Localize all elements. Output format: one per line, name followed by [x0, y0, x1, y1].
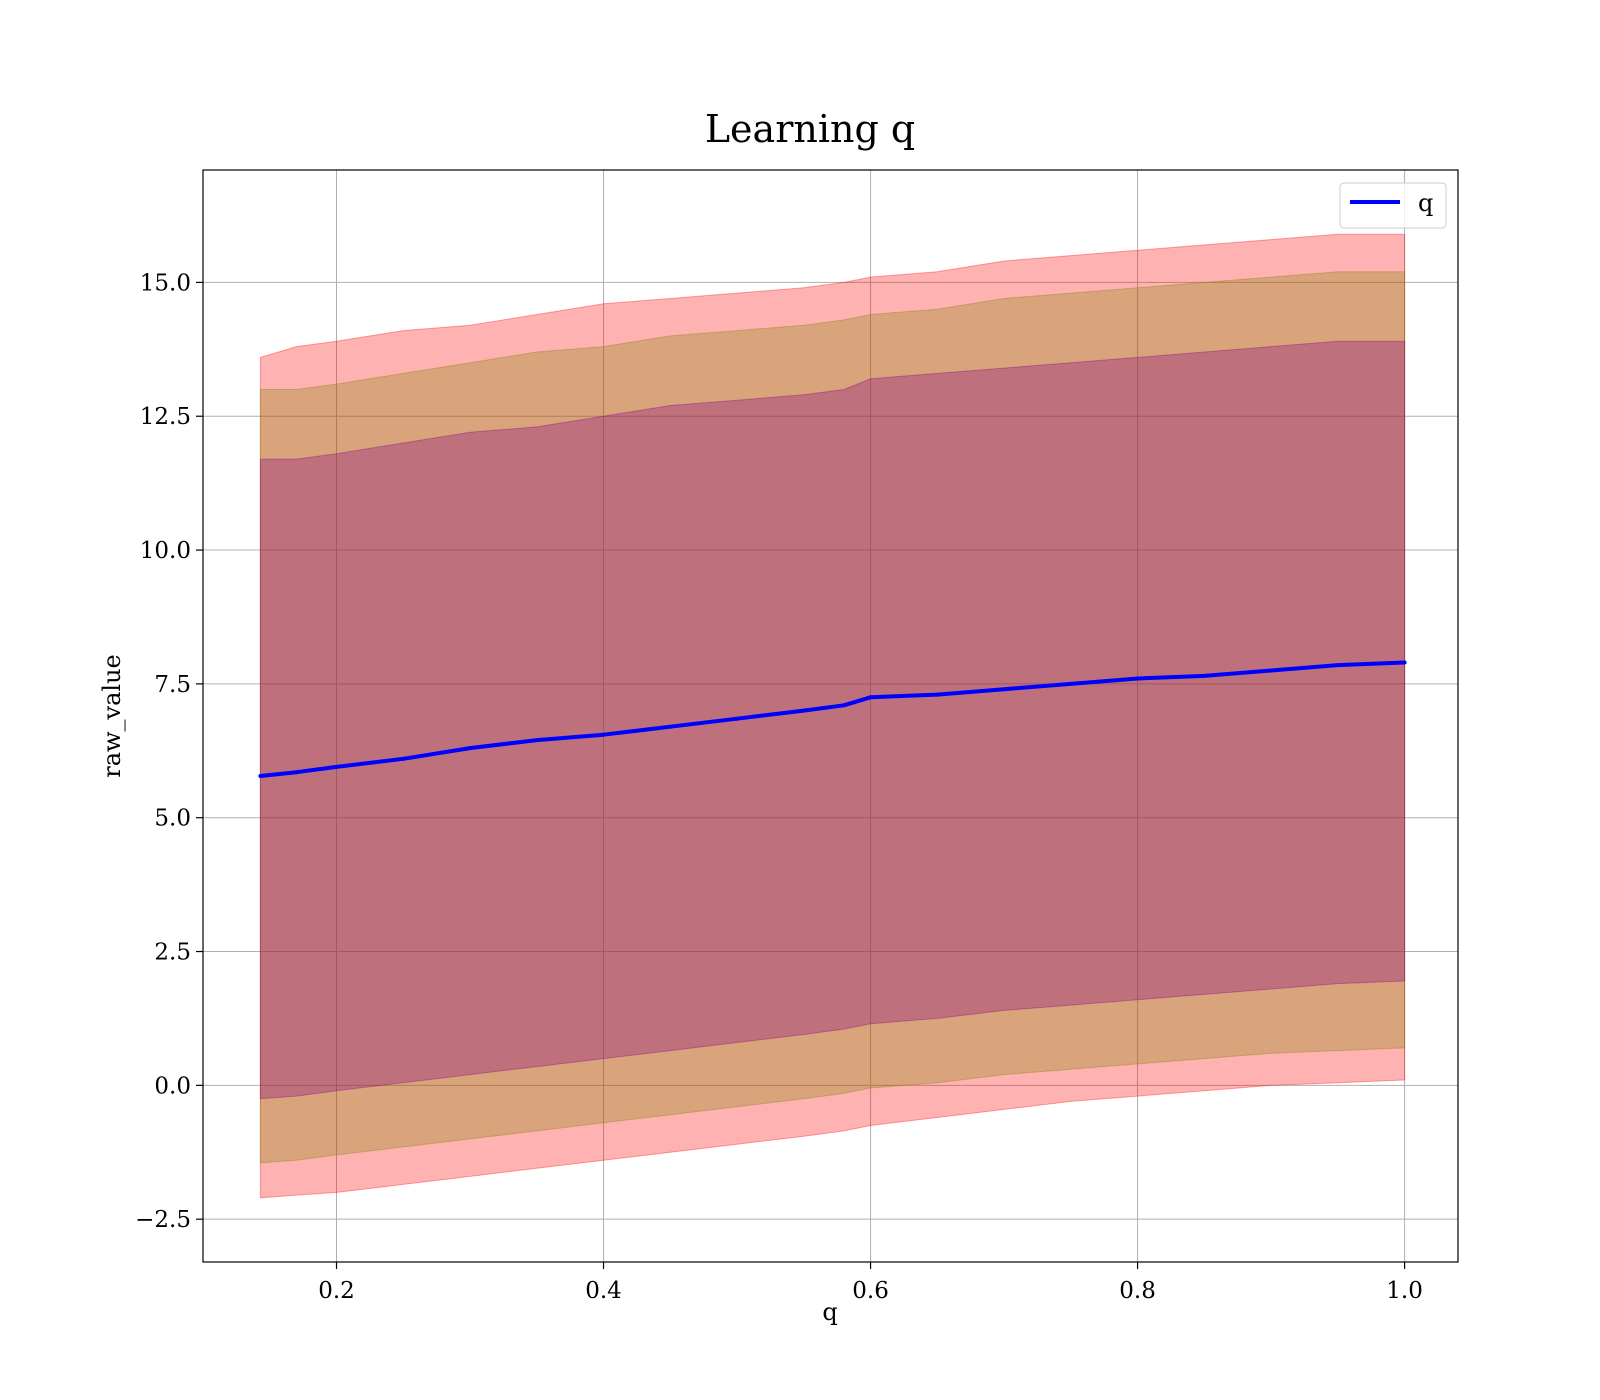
- y-tick-label: 15.0: [140, 270, 191, 296]
- y-axis-ticks: −2.5 0.0 2.5 5.0 7.5 10.0 12.5 15.0: [135, 270, 203, 1233]
- plot-area: [202, 169, 1459, 1263]
- y-tick-label: 0.0: [154, 1073, 191, 1099]
- legend-label: q: [1418, 189, 1433, 217]
- data-point: [1068, 681, 1073, 686]
- x-tick-label: 0.4: [585, 1278, 622, 1304]
- y-tick-label: 7.5: [154, 672, 191, 698]
- x-tick-label: 0.6: [852, 1278, 889, 1304]
- x-axis-label: q: [822, 1298, 837, 1326]
- y-tick-label: 12.5: [140, 404, 191, 430]
- chart-title: Learning q: [705, 107, 915, 151]
- data-point: [735, 716, 739, 721]
- data-point: [258, 774, 263, 778]
- data-point: [1202, 673, 1207, 678]
- line-layer: [258, 660, 1407, 778]
- data-point: [1269, 668, 1274, 673]
- data-point: [534, 738, 539, 743]
- y-tick-label: 2.5: [154, 940, 191, 966]
- data-point: [668, 724, 673, 729]
- data-point: [1335, 663, 1340, 668]
- data-point: [935, 692, 940, 697]
- data-point: [334, 764, 339, 769]
- y-tick-label: −2.5: [135, 1207, 191, 1233]
- data-point: [601, 732, 606, 737]
- axes-frame: [202, 169, 1459, 1263]
- data-point: [1135, 676, 1140, 681]
- x-tick-label: 0.2: [318, 1278, 355, 1304]
- y-axis-label: raw_value: [98, 654, 126, 778]
- y-tick-label: 10.0: [140, 538, 191, 564]
- confidence-band-3: [259, 340, 1406, 1100]
- legend-box: [1339, 182, 1447, 229]
- confidence-band-2: [259, 271, 1406, 1164]
- band-layer: [259, 233, 1406, 1199]
- series-line-q: [260, 660, 1405, 778]
- data-point: [841, 703, 846, 708]
- data-point: [801, 708, 806, 713]
- confidence-band-1: [259, 233, 1406, 1199]
- y-tick-label: 5.0: [154, 806, 191, 832]
- data-point: [1002, 687, 1007, 692]
- x-tick-label: 0.8: [1119, 1278, 1156, 1304]
- x-tick-label: 1.0: [1386, 1278, 1423, 1304]
- data-point: [468, 746, 472, 751]
- data-point: [401, 756, 406, 761]
- grid-layer: [203, 170, 1458, 1262]
- data-point: [1402, 660, 1407, 665]
- data-point: [294, 770, 299, 775]
- data-point: [868, 695, 873, 700]
- legend: q: [1339, 182, 1447, 229]
- x-axis-ticks: 0.2 0.4 0.6 0.8 1.0: [318, 1262, 1423, 1304]
